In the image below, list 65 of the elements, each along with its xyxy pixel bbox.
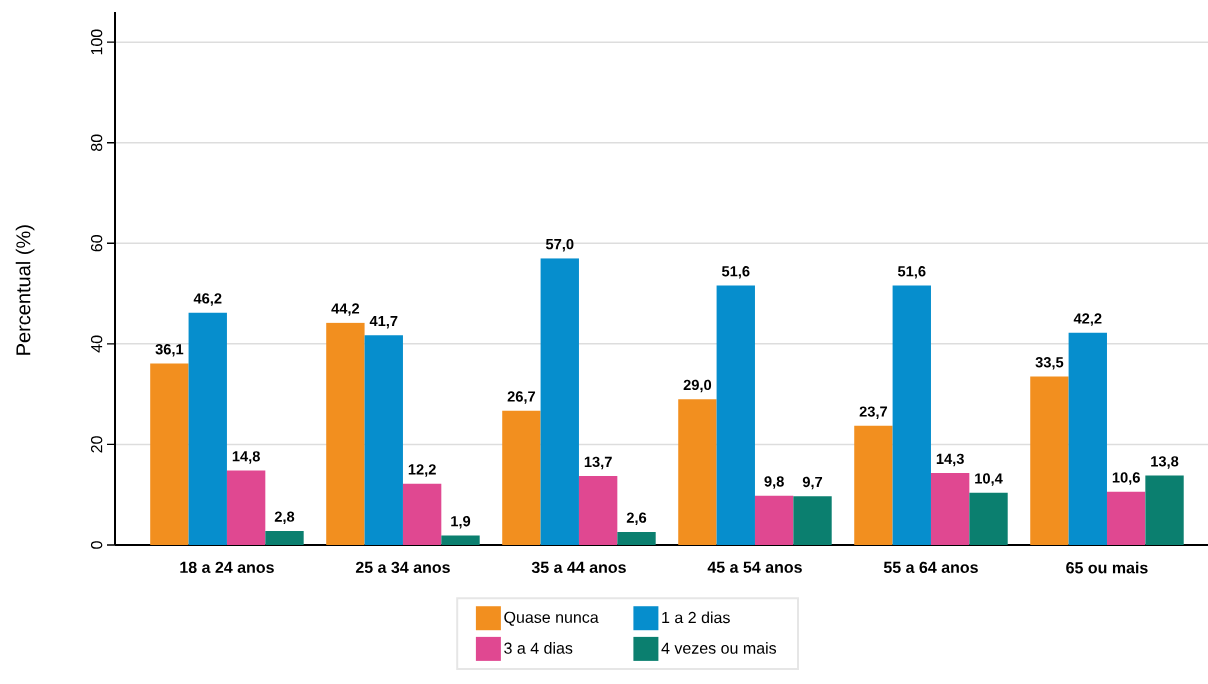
y-axis-title: Percentual (%) (15, 225, 35, 355)
data-label: 44,2 (331, 303, 360, 316)
bar (854, 425, 893, 545)
data-label: 9,7 (802, 476, 823, 490)
data-label: 2,6 (626, 512, 647, 525)
bar (716, 285, 755, 545)
y-tick-label: 60 (90, 235, 103, 252)
bar (326, 322, 365, 545)
x-tick-label: 25 a 34 anos (355, 561, 450, 574)
data-label: 23,7 (859, 406, 888, 419)
bar (1106, 491, 1146, 545)
bar (930, 473, 970, 545)
bar (892, 285, 931, 545)
data-label: 9,8 (764, 476, 784, 489)
data-label: 1,9 (451, 516, 471, 529)
y-tick-label: 40 (90, 335, 103, 353)
data-label: 41,7 (369, 316, 398, 329)
bar (226, 470, 266, 545)
y-tick-label: 0 (90, 541, 103, 549)
bar (402, 483, 442, 545)
x-tick-label: 45 a 54 anos (707, 561, 802, 573)
legend-label: 3 a 4 dias (504, 642, 573, 654)
data-label: 10,6 (1112, 472, 1140, 485)
bar (188, 312, 227, 545)
data-label: 46,2 (193, 293, 222, 306)
data-label: 51,6 (897, 266, 926, 279)
data-label: 10,4 (975, 473, 1003, 486)
bar (150, 363, 189, 545)
data-label: 13,7 (584, 456, 612, 470)
data-label: 51,6 (721, 266, 750, 279)
bar (364, 335, 403, 545)
x-tick-label: 65 ou mais (1066, 561, 1148, 574)
y-tick-label: 20 (90, 436, 103, 453)
y-tick-label: 80 (90, 134, 103, 151)
bar (1068, 332, 1107, 545)
bar (441, 535, 480, 545)
bar (617, 531, 656, 545)
bar (540, 258, 579, 545)
data-label: 14,3 (936, 453, 964, 467)
data-label: 57,0 (545, 238, 574, 252)
x-tick-label: 35 a 44 anos (531, 561, 626, 574)
data-label: 12,2 (408, 464, 436, 477)
legend-label: Quase nunca (504, 611, 599, 626)
bar (793, 496, 832, 545)
data-label: 26,7 (507, 391, 536, 404)
bar (1145, 475, 1184, 545)
data-label: 36,1 (155, 344, 184, 357)
bar (502, 410, 541, 545)
legend-label: 4 vezes ou mais (661, 642, 777, 654)
data-label: 42,2 (1073, 313, 1102, 326)
bar (1030, 376, 1069, 545)
x-tick-label: 18 a 24 anos (180, 561, 274, 574)
data-label: 13,8 (1151, 456, 1179, 469)
bar (578, 476, 618, 545)
legend-label: 1 a 2 dias (662, 611, 730, 624)
x-tick-label: 55 a 64 anos (883, 561, 978, 574)
data-label: 29,0 (683, 379, 712, 393)
bar (678, 399, 717, 545)
bar (754, 495, 794, 545)
bar (969, 492, 1008, 545)
y-tick-label: 100 (90, 29, 103, 55)
data-label: 14,8 (232, 451, 260, 464)
data-label: 2,8 (274, 511, 295, 524)
data-label: 33,5 (1035, 357, 1064, 370)
bar (265, 530, 304, 545)
